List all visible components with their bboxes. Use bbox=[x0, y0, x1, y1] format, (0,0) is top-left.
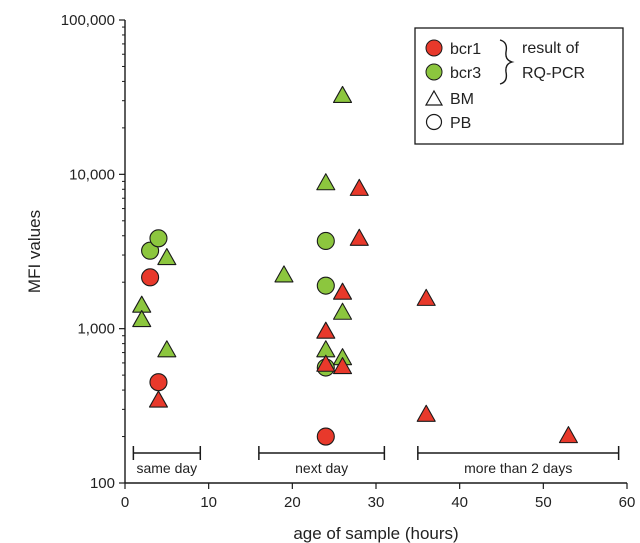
legend-box bbox=[414, 27, 624, 145]
legend-bcr1-marker bbox=[425, 39, 443, 57]
data-point-bcr3-bm bbox=[274, 265, 294, 283]
data-point-bcr3-pb bbox=[316, 276, 335, 295]
legend-bracket-line1: result of bbox=[522, 40, 579, 57]
data-point-bcr1-bm bbox=[416, 404, 436, 422]
y-tick-label: 100,000 bbox=[61, 12, 115, 29]
data-point-bcr1-bm bbox=[332, 282, 353, 300]
data-point-bcr1-pb bbox=[316, 427, 335, 446]
data-point-bcr3-pb bbox=[149, 229, 168, 248]
y-axis-label: MFI values bbox=[25, 210, 44, 293]
y-tick-label: 1,000 bbox=[77, 321, 115, 338]
legend-pb-marker bbox=[425, 113, 443, 131]
data-point-bcr1-bm bbox=[558, 426, 578, 444]
data-point-bcr3-bm bbox=[316, 173, 336, 191]
legend-curly-bracket bbox=[499, 39, 515, 85]
data-point-bcr1-bm bbox=[332, 357, 353, 375]
data-point-bcr1-bm bbox=[316, 354, 336, 372]
data-point-bcr3-bm bbox=[332, 302, 353, 320]
legend-bracket-line2: RQ-PCR bbox=[522, 65, 585, 82]
data-point-bcr3-bm bbox=[132, 295, 152, 313]
data-point-bcr3-pb bbox=[316, 231, 335, 251]
legend-bm-label: BM bbox=[450, 91, 474, 108]
x-tick-label: 30 bbox=[368, 494, 385, 511]
period-label: next day bbox=[295, 460, 348, 476]
data-point-bcr1-bm bbox=[349, 178, 369, 196]
x-tick-label: 50 bbox=[535, 494, 552, 511]
data-point-bcr3-pb bbox=[141, 241, 160, 260]
data-point-bcr1-bm bbox=[349, 228, 369, 246]
data-point-bcr1-bm bbox=[316, 321, 336, 339]
legend-bcr3-label: bcr3 bbox=[450, 65, 481, 82]
period-brackets: same day next day more than 2 days bbox=[132, 446, 620, 476]
x-axis-label: age of sample (hours) bbox=[293, 524, 458, 543]
data-point-bcr1-pb bbox=[149, 373, 168, 392]
data-point-bcr1-bm bbox=[148, 390, 169, 408]
x-tick-label: 40 bbox=[451, 494, 468, 511]
data-point-bcr3-bm bbox=[157, 247, 177, 266]
data-point-bcr3-bm bbox=[132, 310, 152, 328]
data-point-bcr3-bm bbox=[332, 85, 353, 104]
period-label: same day bbox=[136, 460, 197, 476]
legend-bm-marker bbox=[424, 89, 444, 106]
x-tick-label: 60 bbox=[619, 494, 636, 511]
axes: 0 10 20 30 40 50 60 100 1,000 10,000 100,000 age of… bbox=[25, 12, 635, 543]
x-tick-label: 0 bbox=[121, 494, 129, 511]
data-point-bcr1-pb bbox=[141, 268, 160, 287]
x-tick-label: 20 bbox=[284, 494, 301, 511]
y-tick-label: 100 bbox=[90, 475, 115, 492]
x-tick-label: 10 bbox=[200, 494, 217, 511]
y-tick-label: 10,000 bbox=[69, 166, 115, 183]
legend-bcr1-label: bcr1 bbox=[450, 41, 481, 58]
data-point-bcr3-bm bbox=[157, 340, 177, 358]
period-label: more than 2 days bbox=[464, 460, 572, 476]
data-point-bcr3-bm bbox=[316, 340, 336, 358]
data-points bbox=[132, 85, 578, 446]
legend-pb-label: PB bbox=[450, 115, 471, 132]
legend-bcr3-marker bbox=[425, 63, 443, 81]
data-point-bcr1-bm bbox=[416, 288, 436, 306]
legend: bcr1 bcr3 result of RQ-PCR BM PB bbox=[414, 27, 624, 145]
